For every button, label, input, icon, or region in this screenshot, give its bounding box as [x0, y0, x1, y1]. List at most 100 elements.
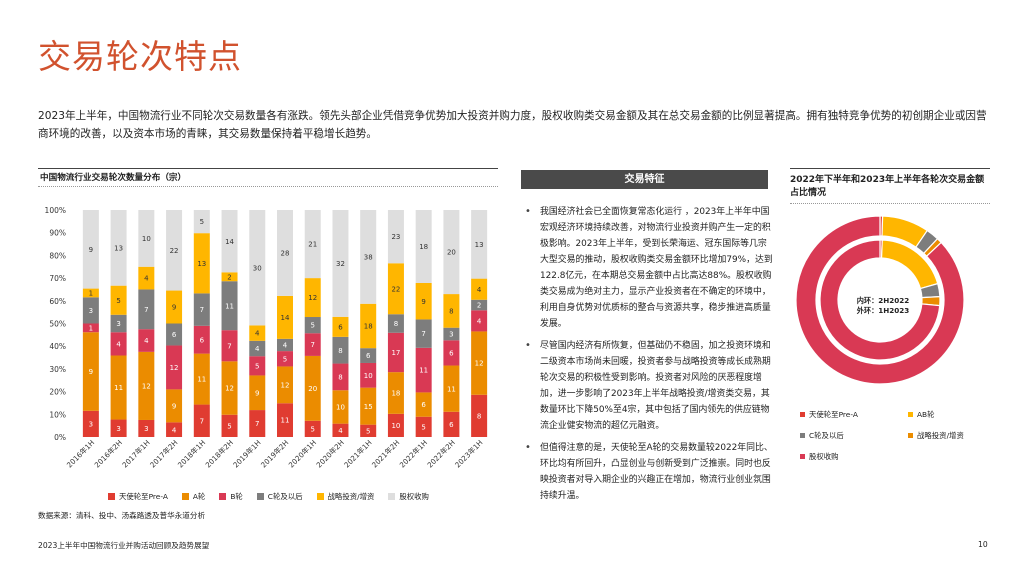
x-tick-label: 2023年1H [453, 438, 484, 469]
bar-data-label: 9 [172, 402, 176, 410]
bar-data-label: 11 [225, 302, 234, 310]
legend-label: C轮及以后 [809, 431, 844, 440]
bar-segment [166, 422, 183, 437]
legend-item: B轮 [219, 491, 243, 502]
bar-data-label: 4 [255, 330, 260, 338]
bar-segment [166, 290, 183, 324]
bar-segment [193, 233, 210, 294]
bar-segment [249, 325, 266, 341]
bar-segment [193, 404, 210, 437]
bar-data-label: 3 [89, 421, 93, 429]
legend-label: B轮 [230, 492, 243, 501]
bar-segment [304, 420, 321, 437]
donut-chart-title: 2022年下半年和2023年上半年各轮次交易金额占比情况 [790, 175, 985, 198]
bar-segment [110, 355, 127, 420]
bar-segment [221, 330, 238, 362]
legend-swatch [800, 454, 805, 459]
bar-segment [471, 310, 488, 332]
bar-data-label: 3 [89, 307, 93, 315]
bar-data-label: 8 [394, 320, 398, 328]
donut-legend-item: 股权收购 [800, 451, 908, 462]
bar-data-label: 3 [449, 331, 453, 339]
x-tick-label: 2016年1H [65, 438, 96, 469]
bar-segment [110, 210, 127, 286]
bar-data-label: 4 [477, 317, 482, 325]
bar-data-label: 1 [89, 290, 93, 298]
y-tick-label: 0% [54, 433, 66, 442]
outer-ring-slice [795, 215, 965, 385]
bar-segment [166, 345, 183, 390]
legend-label: C轮及以后 [267, 492, 303, 501]
y-tick-label: 40% [49, 342, 66, 351]
y-tick-label: 60% [49, 297, 66, 306]
bar-segment [277, 295, 293, 339]
bar-segment [249, 410, 266, 437]
bar-data-label: 6 [449, 421, 454, 429]
bar-segment [166, 323, 183, 346]
legend-label: 股权收购 [399, 492, 429, 501]
bar-segment [304, 317, 321, 334]
bar-segment [443, 327, 460, 341]
legend-item: A轮 [181, 491, 205, 502]
bar-data-label: 6 [449, 350, 454, 358]
page-title: 交易轮次特点 [38, 37, 242, 76]
bar-segment [304, 210, 321, 279]
bar-data-label: 14 [225, 238, 234, 246]
bar-data-label: 12 [475, 360, 484, 368]
bar-segment [443, 411, 460, 437]
bar-data-label: 5 [200, 218, 204, 226]
y-tick-label: 90% [49, 229, 66, 238]
legend-label: 天使轮至Pre-A [119, 492, 168, 501]
bar-data-label: 13 [114, 244, 123, 252]
bar-segment [166, 210, 183, 291]
bar-data-label: 5 [421, 423, 425, 431]
legend-swatch [219, 493, 227, 500]
footer-text: 2023上半年中国物流行业并购活动回顾及趋势展望 [38, 541, 210, 550]
bar-segment [82, 210, 99, 289]
bar-data-label: 1 [89, 324, 93, 332]
bar-segment [387, 413, 404, 437]
y-tick-label: 10% [49, 410, 66, 419]
bar-data-label: 5 [366, 427, 370, 435]
bar-data-label: 38 [364, 253, 373, 261]
bar-data-label: 10 [391, 422, 400, 430]
bar-data-label: 9 [89, 368, 93, 376]
donut-chart [795, 215, 965, 385]
bar-segment [415, 282, 432, 320]
bar-data-label: 4 [144, 275, 149, 283]
bar-data-label: 13 [197, 260, 206, 268]
x-tick-label: 2016年2H [93, 438, 124, 469]
legend-swatch [908, 412, 913, 417]
bar-chart: 0%10%20%30%40%50%60%70%80%90%100%3913192… [45, 206, 488, 469]
legend-item: 股权收购 [388, 491, 429, 502]
bar-data-label: 20 [308, 385, 317, 393]
bar-segment [138, 289, 155, 330]
x-tick-label: 2018年1H [176, 438, 207, 469]
right-title-rule [790, 203, 990, 204]
bar-data-label: 12 [142, 383, 151, 391]
x-tick-label: 2020年2H [314, 438, 345, 469]
bar-data-label: 8 [338, 347, 342, 355]
bar-data-label: 7 [200, 417, 204, 425]
bar-segment [332, 390, 349, 424]
donut-legend-item: C轮及以后 [800, 430, 908, 441]
bar-data-label: 4 [172, 426, 177, 434]
bar-segment [166, 389, 183, 423]
x-tick-label: 2017年2H [148, 438, 179, 469]
bar-segment [110, 332, 127, 356]
bar-data-label: 10 [336, 404, 345, 412]
bar-data-label: 5 [227, 422, 231, 430]
legend-swatch [800, 433, 805, 438]
bar-data-label: 7 [421, 330, 425, 338]
bar-segment [193, 293, 210, 326]
bar-chart-legend: 天使轮至Pre-A A轮 B轮 C轮及以后 战略投资/增资 股权收购 [108, 491, 429, 502]
bar-segment [360, 348, 377, 363]
x-tick-label: 2021年2H [370, 438, 401, 469]
bar-segment [249, 340, 266, 357]
bar-data-label: 21 [308, 241, 317, 249]
bar-data-label: 7 [227, 342, 231, 350]
bar-segment [471, 299, 488, 311]
legend-item: C轮及以后 [256, 491, 303, 502]
bar-data-label: 4 [283, 342, 288, 350]
y-tick-label: 20% [49, 388, 66, 397]
